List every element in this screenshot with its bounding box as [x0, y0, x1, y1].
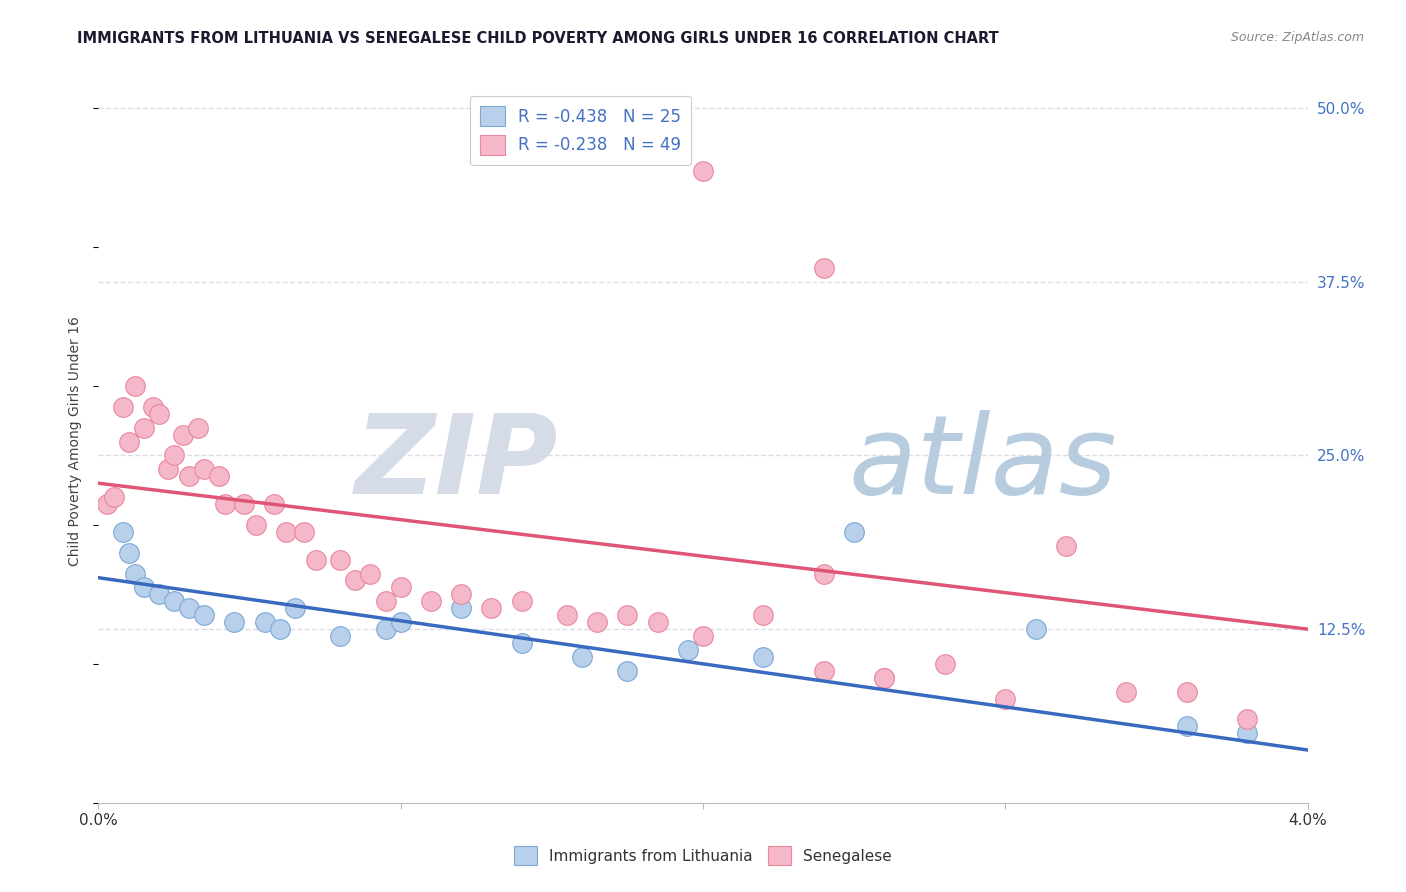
Text: atlas: atlas	[848, 409, 1116, 516]
Point	[873, 671, 896, 685]
Point	[274, 524, 297, 539]
Point	[124, 379, 146, 393]
Point	[142, 400, 165, 414]
Point	[481, 601, 503, 615]
Text: ZIP: ZIP	[354, 409, 558, 516]
Point	[163, 594, 186, 608]
Point	[111, 524, 134, 539]
Point	[292, 524, 315, 539]
Point	[586, 615, 609, 630]
Point	[329, 552, 352, 566]
Point	[1115, 684, 1137, 698]
Point	[1025, 622, 1047, 636]
Point	[510, 594, 533, 608]
Point	[263, 497, 285, 511]
Point	[692, 629, 714, 643]
Point	[1175, 719, 1198, 733]
Point	[510, 636, 533, 650]
Point	[132, 581, 155, 595]
Point	[103, 490, 125, 504]
Point	[813, 664, 835, 678]
Point	[571, 649, 593, 664]
Point	[214, 497, 236, 511]
Point	[329, 629, 352, 643]
Point	[232, 497, 254, 511]
Point	[873, 671, 896, 685]
Text: Source: ZipAtlas.com: Source: ZipAtlas.com	[1230, 31, 1364, 45]
Point	[118, 546, 141, 560]
Point	[179, 601, 201, 615]
Point	[389, 615, 412, 630]
Point	[172, 427, 194, 442]
Point	[245, 517, 267, 532]
Point	[389, 581, 412, 595]
Point	[148, 587, 170, 601]
Point	[616, 608, 638, 623]
Point	[148, 407, 170, 421]
Text: IMMIGRANTS FROM LITHUANIA VS SENEGALESE CHILD POVERTY AMONG GIRLS UNDER 16 CORRE: IMMIGRANTS FROM LITHUANIA VS SENEGALESE …	[77, 31, 1000, 46]
Point	[187, 420, 209, 434]
Point	[163, 449, 186, 463]
Point	[96, 497, 118, 511]
Point	[374, 622, 396, 636]
Point	[420, 594, 443, 608]
Point	[813, 566, 835, 581]
Point	[269, 622, 291, 636]
Point	[193, 462, 215, 476]
Point	[692, 163, 714, 178]
Point	[844, 524, 866, 539]
Point	[1054, 539, 1077, 553]
Y-axis label: Child Poverty Among Girls Under 16: Child Poverty Among Girls Under 16	[69, 317, 83, 566]
Point	[253, 615, 276, 630]
Point	[752, 649, 775, 664]
Point	[647, 615, 669, 630]
Point	[1236, 726, 1258, 740]
Point	[118, 434, 141, 449]
Point	[124, 566, 146, 581]
Point	[208, 469, 231, 483]
Point	[132, 420, 155, 434]
Point	[305, 552, 328, 566]
Point	[676, 643, 699, 657]
Legend: R = -0.438   N = 25, R = -0.238   N = 49: R = -0.438 N = 25, R = -0.238 N = 49	[470, 95, 690, 165]
Point	[179, 469, 201, 483]
Point	[450, 587, 472, 601]
Point	[156, 462, 179, 476]
Point	[994, 691, 1017, 706]
Point	[450, 601, 472, 615]
Point	[934, 657, 956, 671]
Point	[813, 260, 835, 275]
Point	[344, 574, 367, 588]
Point	[752, 608, 775, 623]
Point	[111, 400, 134, 414]
Point	[1236, 713, 1258, 727]
Legend: Immigrants from Lithuania, Senegalese: Immigrants from Lithuania, Senegalese	[508, 840, 898, 871]
Point	[374, 594, 396, 608]
Point	[360, 566, 382, 581]
Point	[193, 608, 215, 623]
Point	[555, 608, 578, 623]
Point	[1175, 684, 1198, 698]
Point	[224, 615, 246, 630]
Point	[284, 601, 307, 615]
Point	[616, 664, 638, 678]
